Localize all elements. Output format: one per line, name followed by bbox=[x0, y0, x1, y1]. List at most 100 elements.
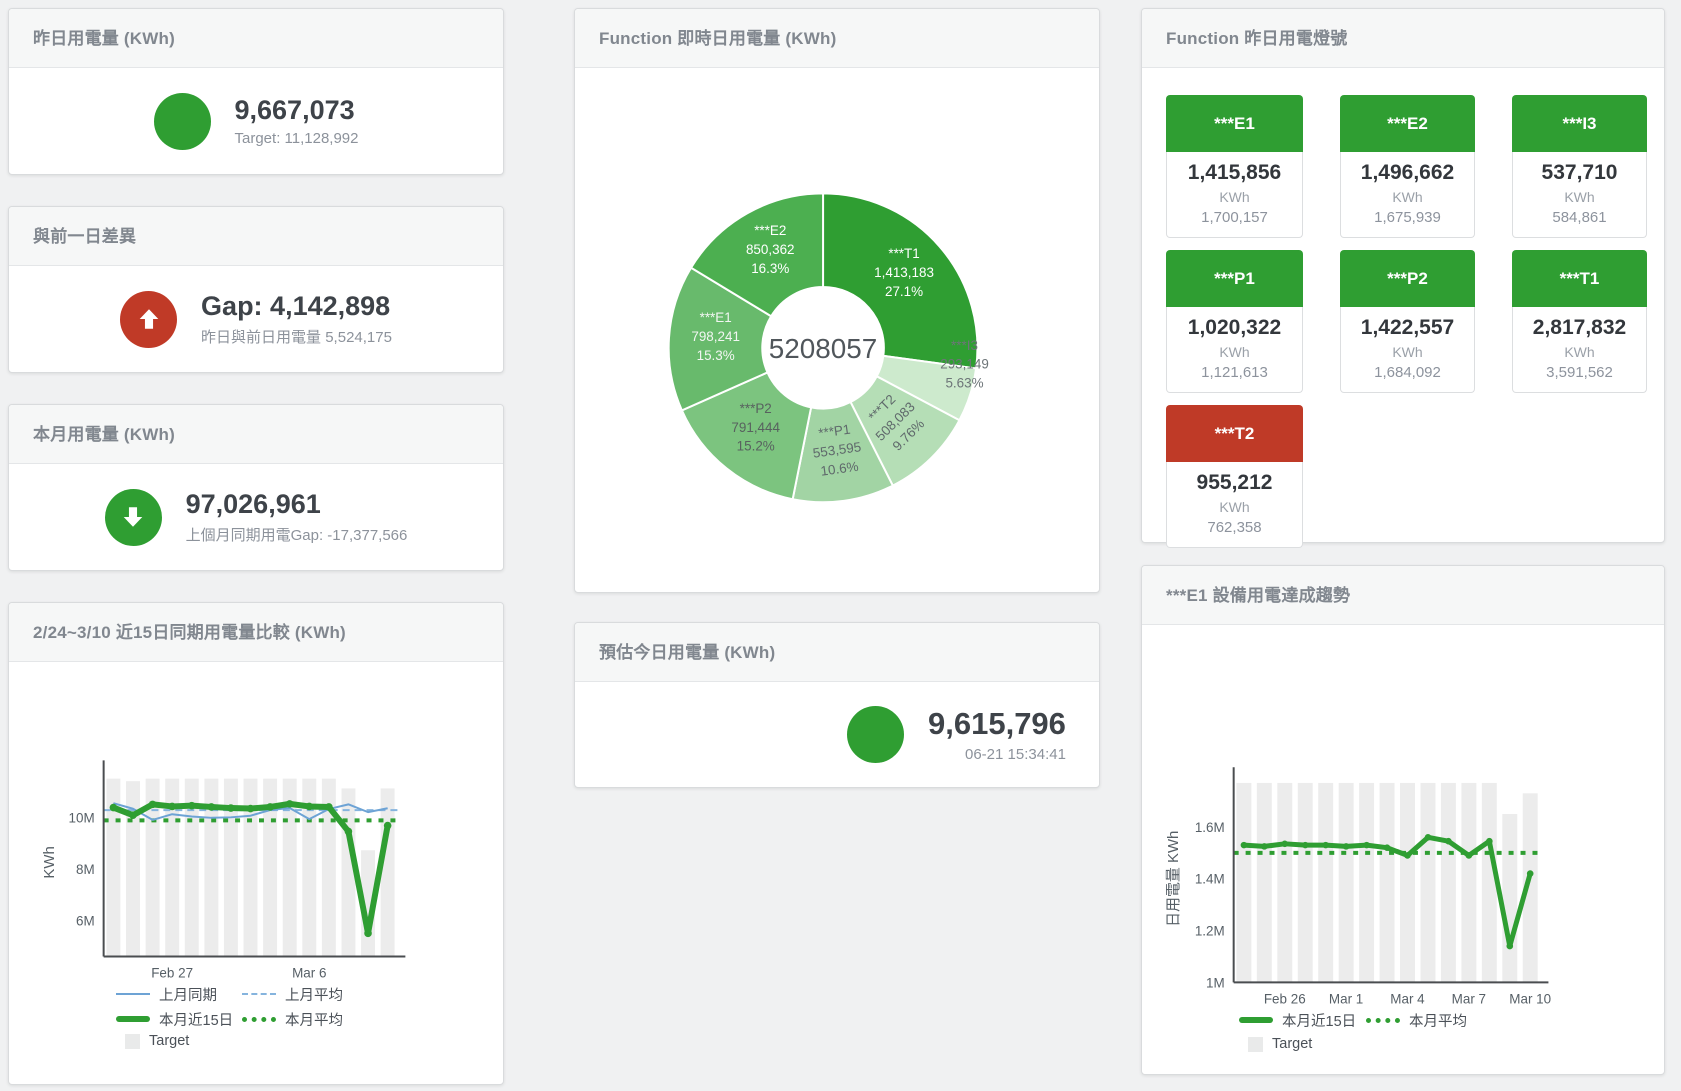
card-header: 預估今日用電量 (KWh) bbox=[575, 623, 1099, 682]
card-today-estimate: 預估今日用電量 (KWh) 9,615,796 06-21 15:34:41 bbox=[574, 622, 1100, 788]
kpi-body: 9,615,796 06-21 15:34:41 bbox=[575, 682, 1099, 787]
y-tick-label: 10M bbox=[69, 810, 95, 825]
legend-label: 上月平均 bbox=[285, 987, 343, 1004]
e1-trend-line-chart[interactable]: 1M 1.2M 1.4M 1.6M Feb 26 Mar 1 Mar 4 Mar 7 Mar 1… bbox=[1142, 566, 1664, 1074]
realtime-donut-chart[interactable]: ***T1 1,413,183 27.1%***I3 293,149 5.63%***T… bbox=[575, 9, 1099, 592]
tile-unit: KWh bbox=[1392, 189, 1423, 205]
tile-value: 1,496,662 bbox=[1360, 161, 1455, 184]
target-bar bbox=[321, 778, 336, 957]
blue-line-sample-icon bbox=[116, 993, 150, 995]
this-month-point bbox=[109, 803, 118, 812]
card-title: 昨日用電量 (KWh) bbox=[33, 29, 175, 48]
donut-slice-label: ***I3 293,149 5.63% bbox=[940, 338, 989, 391]
tile-unit: KWh bbox=[1564, 189, 1595, 205]
this-month-point bbox=[1363, 841, 1370, 849]
this-month-point bbox=[1261, 843, 1268, 850]
x-tick-label: Mar 6 bbox=[292, 965, 326, 980]
card-title: 與前一日差異 bbox=[33, 227, 137, 246]
light-tile-i3[interactable]: ***I3 537,710 KWh 584,861 bbox=[1512, 95, 1647, 238]
gray-square-sample-icon bbox=[1248, 1036, 1263, 1052]
kpi-value: 9,667,073 bbox=[234, 95, 355, 125]
card-header: ***E1 設備用電達成趨勢 bbox=[1142, 566, 1664, 625]
donut-slice-label: ***E2 850,362 16.3% bbox=[746, 223, 795, 276]
target-bar bbox=[1461, 782, 1477, 983]
tile-value: 1,020,322 bbox=[1187, 316, 1282, 339]
legend-this-month-avg[interactable]: 本月平均 bbox=[242, 1009, 343, 1029]
target-bar bbox=[1440, 782, 1456, 983]
donut-slice-E2[interactable] bbox=[689, 192, 825, 318]
light-tile-e2[interactable]: ***E2 1,496,662 KWh 1,675,939 bbox=[1340, 95, 1475, 238]
card-title: 2/24~3/10 近15日同期用電量比較 (KWh) bbox=[33, 623, 346, 642]
kpi-value: Gap: 4,142,898 bbox=[201, 291, 391, 321]
card-day-gap: 與前一日差異 Gap: 4,142,898 昨日與前日用電量 5,524,175 bbox=[8, 206, 504, 373]
compare-line-chart[interactable]: 6M 8M 10M Feb 27 Mar 6 KWh bbox=[9, 603, 503, 1084]
target-bar bbox=[1481, 782, 1497, 983]
kpi-body: Gap: 4,142,898 昨日與前日用電量 5,524,175 bbox=[9, 266, 503, 372]
legend-last-month[interactable]: 上月同期 bbox=[116, 984, 217, 1004]
this-month-point bbox=[1506, 942, 1514, 950]
card-header: 昨日用電量 (KWh) bbox=[9, 9, 503, 68]
legend-label: 上月同期 bbox=[159, 987, 217, 1004]
light-tile-e1[interactable]: ***E1 1,415,856 KWh 1,700,157 bbox=[1166, 95, 1303, 238]
this-month-point bbox=[227, 804, 235, 812]
tile-target: 1,675,939 bbox=[1374, 209, 1441, 226]
target-bar bbox=[223, 778, 238, 957]
donut-slice-label: ***E1 798,241 15.3% bbox=[691, 310, 740, 363]
this-month-point bbox=[1281, 840, 1289, 848]
legend-label: 本月平均 bbox=[285, 1012, 343, 1029]
donut-slice-T1[interactable] bbox=[822, 192, 979, 370]
donut-slice-E1[interactable] bbox=[667, 266, 773, 412]
target-bar bbox=[204, 778, 219, 957]
legend-label: Target bbox=[149, 1033, 190, 1049]
this-month-point bbox=[1445, 837, 1452, 845]
x-tick-label: Feb 26 bbox=[1264, 991, 1306, 1006]
kpi-timestamp: 06-21 15:34:41 bbox=[965, 746, 1066, 763]
target-bar bbox=[1400, 782, 1415, 983]
y-tick-label: 6M bbox=[76, 913, 95, 928]
tile-unit: KWh bbox=[1392, 344, 1423, 360]
x-tick-label: Mar 7 bbox=[1452, 991, 1486, 1006]
legend-this-month-avg[interactable]: 本月平均 bbox=[1366, 1010, 1467, 1030]
tile-unit: KWh bbox=[1564, 344, 1595, 360]
light-tile-p1[interactable]: ***P1 1,020,322 KWh 1,121,613 bbox=[1166, 250, 1303, 393]
green-line-sample-icon bbox=[116, 1016, 150, 1022]
target-bar bbox=[1359, 782, 1375, 983]
green-dot-sample-icon bbox=[242, 1016, 276, 1022]
card-yesterday-usage: 昨日用電量 (KWh) 9,667,073 Target: 11,128,992 bbox=[8, 8, 504, 175]
arrow-up-icon bbox=[120, 290, 178, 348]
x-tick-label: Mar 10 bbox=[1509, 991, 1551, 1006]
donut-slice-label: ***T1 1,413,183 27.1% bbox=[874, 246, 934, 299]
legend-last-month-avg[interactable]: 上月平均 bbox=[242, 984, 343, 1004]
light-status-header: ***T1 bbox=[1512, 250, 1647, 307]
light-tiles-grid: ***E1 1,415,856 KWh 1,700,157 ***E2 1,49… bbox=[1142, 68, 1664, 548]
y-axis-title: KWh bbox=[41, 846, 58, 878]
tile-target: 3,591,562 bbox=[1546, 364, 1613, 381]
tile-target: 762,358 bbox=[1207, 519, 1262, 536]
light-tile-t2[interactable]: ***T2 955,212 KWh 762,358 bbox=[1166, 405, 1303, 548]
light-tile-t1[interactable]: ***T1 2,817,832 KWh 3,591,562 bbox=[1512, 250, 1647, 393]
light-tile-p2[interactable]: ***P2 1,422,557 KWh 1,684,092 bbox=[1340, 250, 1475, 393]
y-axis-title: 日用電量 KWh bbox=[1165, 831, 1182, 927]
y-tick-label: 1.6M bbox=[1195, 820, 1225, 835]
green-dot-sample-icon bbox=[1366, 1017, 1400, 1023]
x-tick-label: Feb 27 bbox=[151, 965, 193, 980]
trend-legend: 本月近15日 本月平均 Target bbox=[1142, 566, 1664, 1074]
this-month-point bbox=[383, 821, 392, 830]
card-e1-trend-chart: ***E1 設備用電達成趨勢 1M 1.2M 1.4M 1.6M Feb 26 Mar 1… bbox=[1141, 565, 1665, 1075]
y-tick-label: 1.2M bbox=[1195, 924, 1225, 939]
legend-this-month[interactable]: 本月近15日 bbox=[1239, 1010, 1356, 1030]
legend-target[interactable]: Target bbox=[1239, 1034, 1312, 1054]
this-month-point bbox=[1383, 844, 1391, 851]
card-header: 2/24~3/10 近15日同期用電量比較 (KWh) bbox=[9, 603, 503, 662]
target-bar bbox=[1338, 782, 1354, 983]
compare-legend: 上月同期 上月平均 本月近15日 本月平均 Target bbox=[9, 603, 503, 1084]
target-bar bbox=[1379, 782, 1395, 983]
this-month-point bbox=[1322, 841, 1329, 849]
donut-slice-P2[interactable] bbox=[680, 371, 813, 501]
legend-this-month[interactable]: 本月近15日 bbox=[116, 1009, 233, 1029]
kpi-body: 9,667,073 Target: 11,128,992 bbox=[9, 68, 503, 174]
legend-target[interactable]: Target bbox=[116, 1031, 189, 1051]
y-tick-label: 8M bbox=[76, 862, 95, 877]
tile-target: 584,861 bbox=[1552, 209, 1607, 226]
target-bar bbox=[106, 778, 121, 957]
